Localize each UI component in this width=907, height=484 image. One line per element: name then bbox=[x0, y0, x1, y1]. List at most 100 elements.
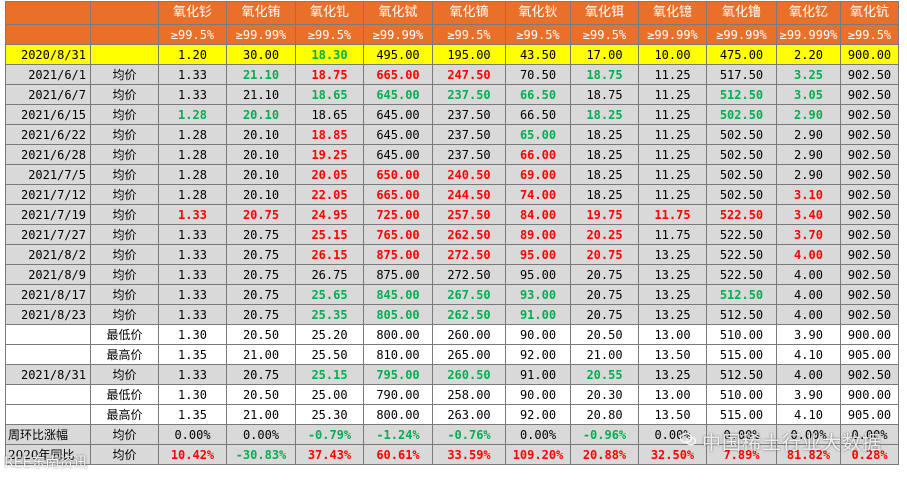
table-row: 2021/6/15 均价 1.28 20.10 18.65 645.00 237.50 66.… bbox=[5, 104, 899, 125]
price-cell: 902.50 bbox=[840, 104, 899, 125]
price-cell: 91.00 bbox=[505, 304, 571, 325]
price-cell: 3.25 bbox=[776, 64, 841, 85]
price-cell: 902.50 bbox=[840, 264, 899, 285]
price-cell: 20.75 bbox=[570, 304, 639, 325]
price-cell: 18.30 bbox=[295, 44, 364, 65]
header-row-names: 氧化钐 氧化铕 氧化钆 氧化铽 氧化镝 氧化钬 氧化铒 氧化镱 氧化镥 氧化钇 氧化钪 bbox=[5, 1, 899, 25]
price-cell: 93.00 bbox=[505, 284, 571, 305]
price-cell: 18.75 bbox=[570, 64, 639, 85]
price-cell: 810.00 bbox=[363, 344, 433, 365]
price-cell: 502.50 bbox=[706, 184, 777, 205]
price-cell: 25.65 bbox=[295, 284, 364, 305]
rare-earth-price-table: 氧化钐 氧化铕 氧化钆 氧化铽 氧化镝 氧化钬 氧化铒 氧化镱 氧化镥 氧化钇 氧化钪 ≥99.5% ≥… bbox=[5, 1, 899, 465]
type-cell: 最高价 bbox=[90, 404, 159, 425]
date-cell: 2021/6/1 bbox=[5, 64, 91, 85]
price-cell: 845.00 bbox=[363, 284, 433, 305]
price-cell: 18.65 bbox=[295, 84, 364, 105]
date-cell: 2021/8/17 bbox=[5, 284, 91, 305]
type-cell: 均价 bbox=[90, 184, 159, 205]
price-cell: 20.10 bbox=[226, 144, 296, 165]
price-cell: 0.00% bbox=[840, 424, 899, 445]
price-cell: 25.00 bbox=[295, 384, 364, 405]
price-cell: -30.83% bbox=[226, 444, 296, 465]
price-cell: 475.00 bbox=[706, 44, 777, 65]
price-cell: 875.00 bbox=[363, 264, 433, 285]
header-row-purity: ≥99.5% ≥99.99% ≥99.5% ≥99.99% ≥99.5% ≥99.5% ≥9… bbox=[5, 24, 899, 45]
price-cell: 33.59% bbox=[432, 444, 506, 465]
price-cell: 18.75 bbox=[295, 64, 364, 85]
price-cell: 902.50 bbox=[840, 304, 899, 325]
type-cell: 均价 bbox=[90, 264, 159, 285]
header-product-name: 氧化铒 bbox=[570, 1, 639, 25]
price-cell: 3.90 bbox=[776, 324, 841, 345]
date-cell: 2021/6/7 bbox=[5, 84, 91, 105]
price-cell: 20.75 bbox=[226, 244, 296, 265]
price-cell: 24.95 bbox=[295, 204, 364, 225]
price-cell: 18.25 bbox=[570, 184, 639, 205]
price-cell: 502.50 bbox=[706, 104, 777, 125]
header-product-name: 氧化铽 bbox=[363, 1, 433, 25]
price-cell: -0.76% bbox=[432, 424, 506, 445]
price-cell: 20.75 bbox=[226, 224, 296, 245]
price-cell: 10.42% bbox=[158, 444, 227, 465]
range-row: 最低价 1.30 20.50 25.00 790.00 258.00 90.00 20.30 1… bbox=[5, 384, 899, 405]
price-cell: 0.28% bbox=[840, 444, 899, 465]
price-cell: 60.61% bbox=[363, 444, 433, 465]
price-cell: 1.35 bbox=[158, 344, 227, 365]
price-cell: 66.50 bbox=[505, 84, 571, 105]
price-cell: 11.25 bbox=[638, 124, 707, 145]
price-cell: 95.00 bbox=[505, 244, 571, 265]
price-cell: 13.25 bbox=[638, 364, 707, 385]
price-cell: 21.00 bbox=[226, 404, 296, 425]
price-cell: 902.50 bbox=[840, 124, 899, 145]
current-week-row: 2021/8/31 均价 1.33 20.75 25.15 795.00 260.50 91.… bbox=[5, 364, 899, 385]
header-purity: ≥99.99% bbox=[706, 24, 777, 45]
price-cell: 237.50 bbox=[432, 104, 506, 125]
price-cell: 495.00 bbox=[363, 44, 433, 65]
price-cell: -0.79% bbox=[295, 424, 364, 445]
price-cell: 902.50 bbox=[840, 204, 899, 225]
price-cell: 13.25 bbox=[638, 244, 707, 265]
price-cell: 790.00 bbox=[363, 384, 433, 405]
price-cell: 22.05 bbox=[295, 184, 364, 205]
price-cell: 2.20 bbox=[776, 44, 841, 65]
price-cell: 20.50 bbox=[226, 384, 296, 405]
price-cell: 11.25 bbox=[638, 184, 707, 205]
price-cell: 13.50 bbox=[638, 404, 707, 425]
weekly-change-row: 周环比涨幅 均价 0.00% 0.00% -0.79% -1.24% -0.76% 0.00%… bbox=[5, 424, 899, 445]
price-cell: 0.00% bbox=[158, 424, 227, 445]
price-cell: 0.00% bbox=[226, 424, 296, 445]
price-cell: 20.75 bbox=[226, 204, 296, 225]
price-cell: 902.50 bbox=[840, 164, 899, 185]
price-cell: 21.00 bbox=[226, 344, 296, 365]
base-year-row: 2020/8/31 1.20 30.00 18.30 495.00 195.00 43.50… bbox=[5, 44, 899, 65]
header-product-name: 氧化钬 bbox=[505, 1, 571, 25]
price-cell: 43.50 bbox=[505, 44, 571, 65]
price-cell: 875.00 bbox=[363, 244, 433, 265]
type-cell: 均价 bbox=[90, 224, 159, 245]
type-cell: 均价 bbox=[90, 244, 159, 265]
price-cell: 20.50 bbox=[570, 324, 639, 345]
price-cell: 902.50 bbox=[840, 284, 899, 305]
price-cell: 905.00 bbox=[840, 404, 899, 425]
price-cell: 20.05 bbox=[295, 164, 364, 185]
price-cell: 244.50 bbox=[432, 184, 506, 205]
header-purity: ≥99.5% bbox=[570, 24, 639, 45]
price-cell: 4.10 bbox=[776, 404, 841, 425]
header-product-name: 氧化钇 bbox=[776, 1, 841, 25]
price-cell: 515.00 bbox=[706, 344, 777, 365]
table-row: 2021/7/12 均价 1.28 20.10 22.05 665.00 244.50 74.… bbox=[5, 184, 899, 205]
price-cell: 20.80 bbox=[570, 404, 639, 425]
price-cell: 902.50 bbox=[840, 244, 899, 265]
price-cell: 902.50 bbox=[840, 184, 899, 205]
price-cell: 515.00 bbox=[706, 404, 777, 425]
price-cell: 257.50 bbox=[432, 204, 506, 225]
yearly-change-label: 2020年同比 bbox=[5, 444, 91, 465]
type-cell: 均价 bbox=[90, 124, 159, 145]
price-cell: 13.00 bbox=[638, 324, 707, 345]
price-cell: 502.50 bbox=[706, 144, 777, 165]
price-cell: 74.00 bbox=[505, 184, 571, 205]
price-cell: 21.10 bbox=[226, 84, 296, 105]
price-cell: 195.00 bbox=[432, 44, 506, 65]
price-cell: 92.00 bbox=[505, 344, 571, 365]
